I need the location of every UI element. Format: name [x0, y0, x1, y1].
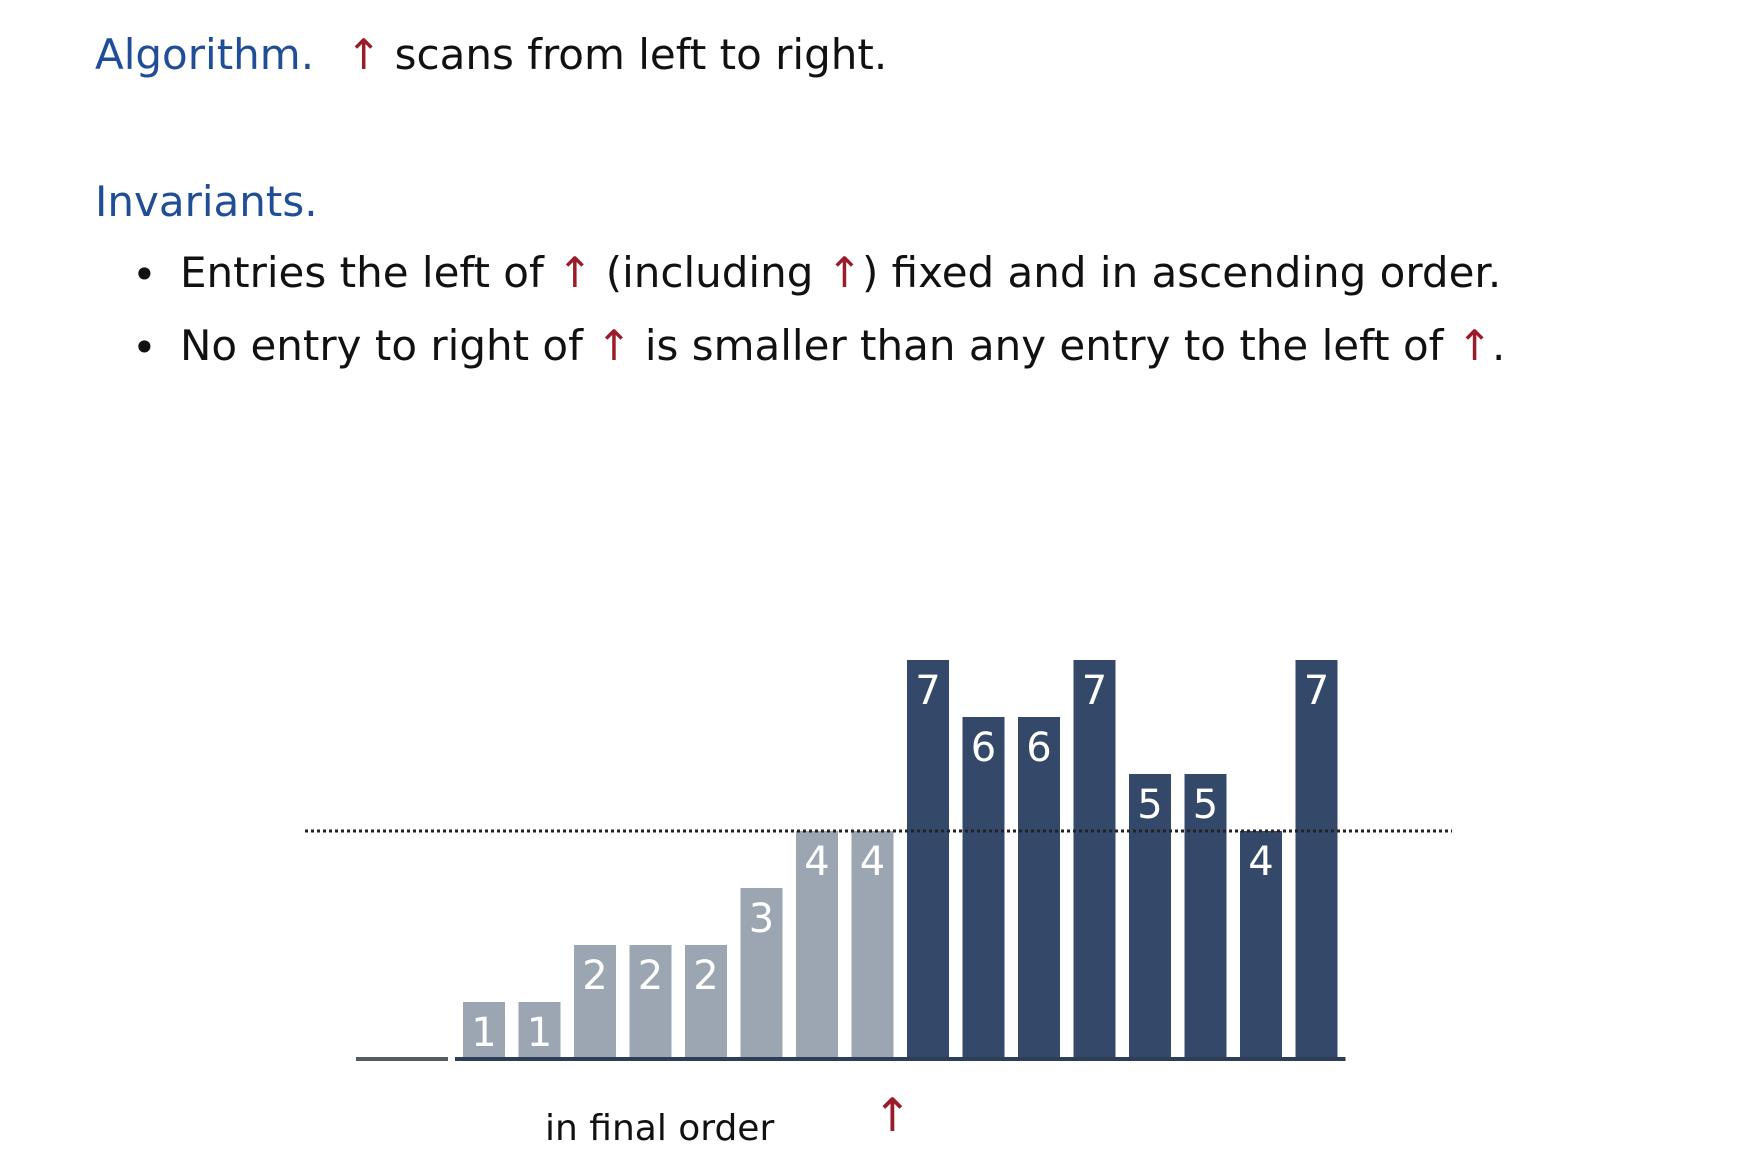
- scan-pointer-arrow-icon: ↑: [873, 1088, 912, 1142]
- invariant-1-part1: Entries the left of: [180, 248, 544, 297]
- bar: [796, 831, 838, 1059]
- bar: [1018, 717, 1060, 1059]
- bar-value-label: 1: [527, 1010, 552, 1056]
- bar-value-label: 2: [693, 953, 718, 999]
- bar-value-label: 4: [1248, 839, 1273, 885]
- bar-value-label: 2: [638, 953, 663, 999]
- bar: [685, 945, 727, 1059]
- bar: [1295, 660, 1338, 1059]
- bar: [962, 717, 1005, 1059]
- bar-value-label: 1: [471, 1010, 496, 1056]
- bar: [574, 945, 616, 1059]
- bar: [629, 945, 672, 1059]
- pointer-arrow-icon: ↑: [346, 30, 382, 79]
- bar: [1073, 660, 1116, 1059]
- invariant-1-part3: ) fixed and in ascending order.: [861, 248, 1502, 297]
- bar: [463, 1002, 505, 1059]
- bar-value-label: 6: [1026, 725, 1051, 771]
- bar-value-label: 7: [1304, 668, 1329, 714]
- bar-value-label: 5: [1137, 782, 1162, 828]
- bar: [851, 831, 894, 1059]
- invariant-2-part3: .: [1492, 321, 1506, 370]
- bar: [907, 660, 949, 1059]
- invariant-item-1: Entries the left of ↑ (including ↑) fixe…: [180, 248, 1501, 297]
- bar-value-label: 5: [1193, 782, 1218, 828]
- bar: [1240, 831, 1282, 1059]
- bar: [518, 1002, 561, 1059]
- algorithm-line: Algorithm. ↑ scans from left to right.: [95, 30, 887, 79]
- algorithm-label: Algorithm.: [95, 30, 315, 79]
- bullet-icon: •: [132, 323, 157, 372]
- bar-value-label: 7: [1082, 668, 1107, 714]
- invariants-label: Invariants.: [95, 177, 318, 226]
- bar-value-label: 4: [804, 839, 829, 885]
- invariant-2-part1: No entry to right of: [180, 321, 583, 370]
- invariant-item-2: No entry to right of ↑ is smaller than a…: [180, 321, 1505, 370]
- bullet-icon: •: [132, 250, 157, 299]
- final-order-caption: in final order: [545, 1108, 775, 1149]
- pointer-arrow-icon: ↑: [1456, 321, 1493, 370]
- bar: [1184, 774, 1227, 1059]
- bar: [1129, 774, 1171, 1059]
- bar-value-label: 7: [915, 668, 940, 714]
- bar-value-label: 2: [582, 953, 607, 999]
- bar-value-label: 4: [860, 839, 885, 885]
- bar-value-label: 6: [971, 725, 996, 771]
- pointer-arrow-icon: ↑: [596, 321, 632, 370]
- bar: [740, 888, 783, 1059]
- invariant-1-part2: (including: [605, 248, 814, 297]
- pointer-arrow-icon: ↑: [557, 248, 593, 297]
- invariant-2-part2: is smaller than any entry to the left of: [644, 321, 1444, 370]
- pointer-arrow-icon: ↑: [826, 248, 862, 297]
- bar-value-label: 3: [749, 896, 774, 942]
- algorithm-text: scans from left to right.: [394, 30, 888, 79]
